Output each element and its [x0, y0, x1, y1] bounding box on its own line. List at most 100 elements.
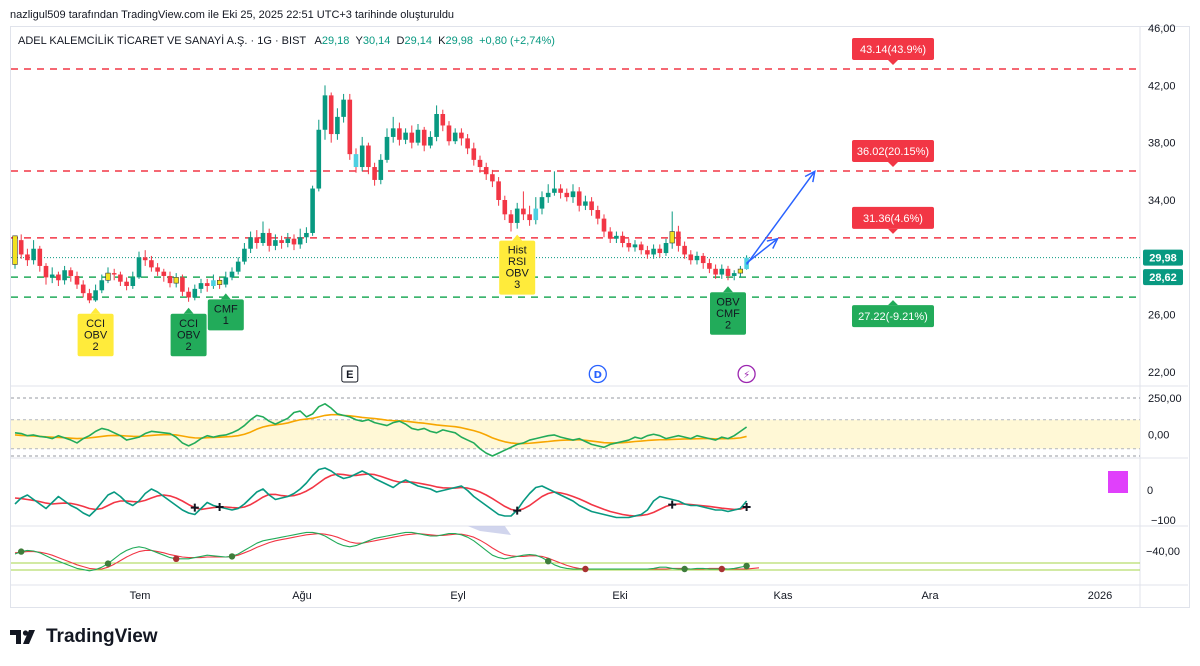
- candle-body: [465, 138, 470, 149]
- candle-body: [372, 167, 377, 180]
- high-value: 30,14: [362, 35, 391, 47]
- candle-body: [558, 188, 563, 193]
- candle-body: [576, 191, 582, 206]
- candle-body: [74, 275, 80, 285]
- candle-body: [483, 167, 489, 175]
- candle-body: [173, 277, 179, 284]
- chart-caption: nazligul509 tarafından TradingView.com i…: [10, 9, 455, 21]
- signal-box: [710, 292, 746, 335]
- level-label: 36.02(20.15%): [857, 146, 929, 158]
- indicator1-main-line: [14, 402, 748, 457]
- projection-arrow-head: [766, 237, 779, 249]
- candle-body: [490, 174, 495, 182]
- cross-dot: [743, 562, 750, 570]
- candle-body: [527, 214, 532, 221]
- earnings-marker: [341, 365, 359, 383]
- candle-body: [713, 268, 718, 275]
- candle-body: [223, 277, 229, 285]
- candle-body: [496, 181, 501, 200]
- candle-body: [700, 255, 706, 264]
- candle-body: [167, 275, 173, 284]
- candle-body: [99, 280, 105, 291]
- candle-body: [322, 95, 328, 130]
- level-label-pointer: [888, 228, 898, 234]
- signal-text: 3: [514, 279, 520, 291]
- candle-body: [521, 208, 526, 215]
- candle-body: [328, 95, 334, 135]
- low-label: D: [396, 35, 405, 47]
- candle-body: [669, 231, 675, 244]
- candle-body: [62, 270, 67, 281]
- indicator3-main-line: [14, 531, 747, 572]
- candle-body: [502, 200, 508, 215]
- candle-body: [657, 248, 663, 254]
- candle-body: [347, 99, 353, 155]
- signal-text: Hist: [508, 245, 527, 257]
- alert-square: [1108, 471, 1128, 493]
- candle-body: [192, 288, 198, 298]
- candle-body: [291, 238, 297, 245]
- indicator1-tick: 0,00: [1148, 429, 1169, 441]
- candle-body: [626, 243, 632, 248]
- candle-body: [37, 248, 43, 266]
- candle-body: [731, 273, 737, 276]
- cross-dot: [582, 565, 589, 573]
- candle-body: [409, 132, 415, 143]
- candle-body: [198, 283, 204, 289]
- indicator3-shade: [467, 526, 511, 535]
- candle-body: [80, 284, 86, 294]
- candle-body: [124, 281, 129, 286]
- candle-body: [366, 145, 371, 168]
- candle-body: [285, 238, 291, 243]
- price-axis[interactable]: 46,0042,0038,0034,0030,0026,0022,0029,98…: [1143, 23, 1183, 558]
- event-markers[interactable]: E D ⚡: [341, 364, 756, 384]
- signal-box: [77, 313, 114, 357]
- indicator1-signal-line: [14, 413, 747, 445]
- candle-body: [155, 267, 160, 272]
- candlestick-series: [12, 85, 749, 304]
- candle-body: [707, 263, 712, 269]
- open-label: A: [314, 35, 322, 47]
- candle-body: [248, 237, 253, 249]
- candle-body: [452, 132, 458, 142]
- candle-body: [12, 235, 18, 265]
- candle-body: [25, 254, 30, 261]
- candle-body: [18, 240, 24, 255]
- chart-frame[interactable]: [10, 26, 1190, 608]
- level-label-box: [852, 37, 934, 60]
- change-value: +0,80 (+2,74%): [479, 35, 555, 47]
- candle-body: [186, 291, 191, 298]
- candle-body: [719, 268, 725, 275]
- level-label-pointer: [888, 59, 898, 65]
- projection-arrows[interactable]: [745, 169, 816, 265]
- cross-dot: [104, 560, 112, 567]
- projection-arrow: [746, 238, 779, 264]
- level-label-box: [852, 305, 934, 328]
- candle-body: [632, 244, 638, 248]
- candle-body: [694, 255, 700, 261]
- symbol-name: ADEL KALEMCİLİK TİCARET VE SANAYİ A.Ş. ·…: [18, 35, 306, 47]
- cross-dot: [545, 558, 552, 565]
- candle-body: [421, 129, 427, 146]
- close-label: K: [438, 35, 446, 47]
- candle-body: [87, 293, 92, 301]
- cross-marker: [215, 503, 224, 511]
- candle-body: [607, 231, 613, 239]
- candle-body: [446, 125, 452, 142]
- candle-body: [279, 240, 284, 243]
- time-tick: Eki: [612, 590, 627, 602]
- brand-name: TradingView: [46, 626, 158, 647]
- split-marker: [737, 364, 756, 384]
- candle-body: [638, 244, 644, 251]
- candle-body: [43, 265, 49, 278]
- projection-arrow-head: [804, 169, 816, 183]
- symbol-legend[interactable]: ADEL KALEMCİLİK TİCARET VE SANAYİ A.Ş. ·…: [18, 35, 555, 47]
- candle-body: [459, 132, 464, 139]
- signal-text: OBV: [84, 329, 108, 341]
- candle-body: [725, 268, 731, 276]
- time-tick: 2026: [1088, 590, 1112, 602]
- candle-body: [614, 235, 619, 239]
- time-axis[interactable]: Tem Ağu Eyl Eki Kas Ara 2026: [130, 590, 1113, 602]
- cross-dot: [18, 548, 25, 555]
